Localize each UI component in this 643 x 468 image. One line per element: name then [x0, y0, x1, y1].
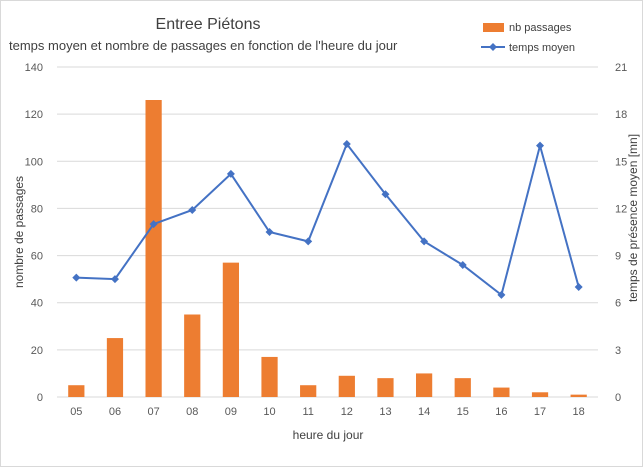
point-temps-moyen [304, 237, 313, 246]
y2-tick-label: 21 [615, 62, 627, 74]
x-tick-label: 08 [186, 406, 198, 418]
bar-nb-passages [261, 356, 278, 397]
y2-tick-label: 6 [615, 298, 621, 310]
point-temps-moyen [265, 228, 274, 236]
x-tick-label: 16 [495, 406, 507, 418]
point-temps-moyen [149, 220, 158, 229]
point-temps-moyen [342, 140, 351, 148]
bar-nb-passages [570, 394, 587, 397]
y-tick-label: 120 [25, 109, 43, 121]
bar-nb-passages [184, 314, 201, 397]
y-tick-label: 40 [31, 298, 43, 310]
y2-tick-label: 3 [615, 345, 621, 357]
legend: nb passages temps moyen [481, 22, 575, 54]
bar-nb-passages [454, 378, 471, 397]
x-tick-label: 18 [573, 406, 585, 418]
x-tick-label: 15 [457, 406, 469, 418]
point-temps-moyen [574, 283, 583, 291]
point-temps-moyen [188, 206, 197, 214]
x-tick-label: 10 [263, 406, 275, 418]
bar-nb-passages [300, 385, 317, 397]
y-tick-label: 60 [31, 251, 43, 263]
y-tick-label: 100 [25, 156, 43, 168]
y2-tick-label: 0 [615, 392, 621, 404]
x-tick-label: 14 [418, 406, 430, 418]
y2-axis-label: temps de présence moyen [mn] [626, 134, 640, 302]
line-temps-moyen [76, 141, 580, 297]
x-tick-label: 12 [341, 406, 353, 418]
y2-tick-label: 12 [615, 203, 627, 215]
y-tick-label: 20 [31, 345, 43, 357]
y-tick-label: 80 [31, 203, 43, 215]
point-temps-moyen [381, 190, 390, 199]
y2-tick-label: 9 [615, 251, 621, 263]
y-tick-label: 0 [37, 392, 43, 404]
point-temps-moyen [497, 290, 506, 299]
tick-layer: 0 20 40 60 80 100 120 140 0 3 6 9 12 15 18 21 05 06 07 08 09… [25, 62, 628, 418]
x-tick-label: 13 [379, 406, 391, 418]
y-axis-label: nombre de passages [12, 176, 26, 288]
x-tick-label: 05 [70, 406, 82, 418]
point-temps-moyen [110, 275, 119, 284]
x-tick-label: 09 [225, 406, 237, 418]
bar-nb-passages [415, 373, 433, 397]
y2-tick-label: 18 [615, 109, 627, 121]
x-axis-label: heure du jour [293, 428, 364, 442]
bar-layer [68, 100, 587, 397]
point-temps-moyen [458, 261, 467, 269]
bar-nb-passages [493, 387, 510, 397]
x-tick-label: 07 [147, 406, 159, 418]
chart-title: Entree Piétons [156, 16, 261, 33]
bar-nb-passages [68, 385, 85, 397]
bar-nb-passages [106, 338, 124, 397]
line-layer [72, 140, 583, 299]
bar-nb-passages [377, 378, 394, 397]
bar-nb-passages [338, 375, 355, 397]
x-tick-label: 17 [534, 406, 546, 418]
x-tick-label: 11 [302, 406, 313, 418]
legend-marker-temps-moyen [489, 43, 497, 51]
y-tick-label: 140 [25, 62, 43, 74]
legend-label-temps-moyen: temps moyen [509, 42, 575, 54]
bar-nb-passages [222, 262, 240, 397]
y2-tick-label: 15 [615, 156, 627, 168]
point-temps-moyen [536, 141, 545, 150]
point-temps-moyen [420, 237, 429, 246]
point-temps-moyen [226, 169, 235, 178]
legend-swatch-nb-passages [483, 23, 504, 32]
bar-nb-passages [145, 100, 162, 397]
bar-nb-passages [531, 392, 549, 397]
chart-subtitle: temps moyen et nombre de passages en fon… [9, 38, 398, 53]
x-tick-label: 06 [109, 406, 121, 418]
point-temps-moyen [72, 273, 81, 282]
legend-label-nb-passages: nb passages [509, 22, 572, 34]
